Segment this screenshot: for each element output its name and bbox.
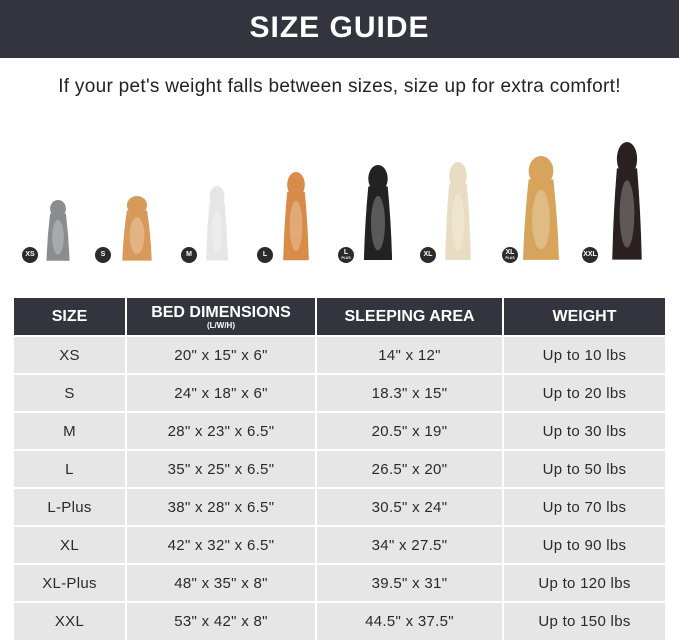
badge-label: XL: [505, 249, 515, 256]
table-row: XXL 53" x 42" x 8" 44.5" x 37.5" Up to 150 …: [14, 601, 665, 640]
cell-size: XL-Plus: [14, 563, 127, 602]
table-row: L-Plus 38" x 28" x 6.5" 30.5" x 24" Up to 7…: [14, 487, 665, 526]
french-bulldog-image: [200, 186, 234, 262]
table-row: L 35" x 25" x 6.5" 26.5" x 20" Up to 50 lbs: [14, 449, 665, 488]
cell-bed-dimensions: 28" x 23" x 6.5": [126, 411, 317, 450]
badge-label: XL: [423, 251, 433, 258]
shiba-inu-image: [276, 172, 316, 262]
size-badge-l: L: [257, 247, 273, 263]
cell-bed-dimensions: 24" x 18" x 6": [126, 373, 317, 412]
cell-sleeping-area: 20.5" x 19": [316, 411, 504, 450]
table-row: M 28" x 23" x 6.5" 20.5" x 19" Up to 30 lbs: [14, 411, 665, 450]
cell-size: L: [14, 449, 127, 488]
table-header-row: SIZE BED DIMENSIONS (L/W/H) SLEEPING AREA…: [14, 298, 665, 336]
size-badge-xl-plus: XL PLUS: [502, 247, 518, 263]
cell-bed-dimensions: 42" x 32" x 6.5": [126, 525, 317, 564]
badge-label: S: [100, 251, 106, 258]
size-badge-xs: XS: [22, 247, 38, 263]
cell-sleeping-area: 39.5" x 31": [316, 563, 504, 602]
page-title: SIZE GUIDE: [0, 0, 679, 58]
cell-weight: Up to 120 lbs: [503, 563, 665, 602]
badge-plus-label: PLUS: [341, 256, 351, 260]
cell-sleeping-area: 44.5" x 37.5": [316, 601, 504, 640]
header-label: BED DIMENSIONS: [151, 303, 291, 321]
header-size: SIZE: [14, 298, 127, 336]
cell-sleeping-area: 18.3" x 15": [316, 373, 504, 412]
cell-size: S: [14, 373, 127, 412]
doberman-image: [604, 142, 650, 262]
labrador-image: [438, 162, 478, 262]
cell-size: L-Plus: [14, 487, 127, 526]
header-note: (L/W/H): [207, 320, 235, 330]
cell-bed-dimensions: 20" x 15" x 6": [126, 335, 317, 374]
cell-bed-dimensions: 35" x 25" x 6.5": [126, 449, 317, 488]
badge-label: XXL: [583, 251, 597, 258]
header-bed-dimensions: BED DIMENSIONS (L/W/H): [126, 298, 317, 336]
table-row: XS 20" x 15" x 6" 14" x 12" Up to 10 lbs: [14, 335, 665, 374]
cell-weight: Up to 90 lbs: [503, 525, 665, 564]
cell-size: XXL: [14, 601, 127, 640]
golden-retriever-image: [513, 156, 569, 262]
subtitle: If your pet's weight falls between sizes…: [58, 76, 621, 97]
badge-label: L: [343, 249, 349, 256]
cell-sleeping-area: 26.5" x 20": [316, 449, 504, 488]
cell-size: M: [14, 411, 127, 450]
table-row: XL-Plus 48" x 35" x 8" 39.5" x 31" Up to 12…: [14, 563, 665, 602]
cell-weight: Up to 70 lbs: [503, 487, 665, 526]
pet-lineup: XS S M L L PLUS XL XL PLUS XXL: [0, 130, 679, 270]
border-collie-image: [356, 165, 400, 262]
header-weight: WEIGHT: [503, 298, 665, 336]
cell-weight: Up to 30 lbs: [503, 411, 665, 450]
cat-image: [40, 200, 76, 262]
badge-label: M: [186, 251, 192, 258]
header-sleeping-area: SLEEPING AREA: [316, 298, 504, 336]
cell-sleeping-area: 34" x 27.5": [316, 525, 504, 564]
size-badge-l-plus: L PLUS: [338, 247, 354, 263]
cell-weight: Up to 150 lbs: [503, 601, 665, 640]
cell-weight: Up to 50 lbs: [503, 449, 665, 488]
table-row: XL 42" x 32" x 6.5" 34" x 27.5" Up to 90 lb…: [14, 525, 665, 564]
cell-sleeping-area: 30.5" x 24": [316, 487, 504, 526]
cell-size: XL: [14, 525, 127, 564]
cell-bed-dimensions: 53" x 42" x 8": [126, 601, 317, 640]
cell-sleeping-area: 14" x 12": [316, 335, 504, 374]
badge-label: XS: [25, 251, 35, 258]
table-row: S 24" x 18" x 6" 18.3" x 15" Up to 20 lbs: [14, 373, 665, 412]
pomeranian-image: [114, 196, 160, 262]
size-table: SIZE BED DIMENSIONS (L/W/H) SLEEPING AREA…: [14, 298, 665, 640]
size-badge-s: S: [95, 247, 111, 263]
cell-weight: Up to 20 lbs: [503, 373, 665, 412]
size-badge-xl: XL: [420, 247, 436, 263]
cell-weight: Up to 10 lbs: [503, 335, 665, 374]
size-badge-xxl: XXL: [582, 247, 598, 263]
size-badge-m: M: [181, 247, 197, 263]
cell-bed-dimensions: 48" x 35" x 8": [126, 563, 317, 602]
badge-plus-label: PLUS: [505, 256, 515, 260]
cell-size: XS: [14, 335, 127, 374]
badge-label: L: [262, 251, 268, 258]
cell-bed-dimensions: 38" x 28" x 6.5": [126, 487, 317, 526]
